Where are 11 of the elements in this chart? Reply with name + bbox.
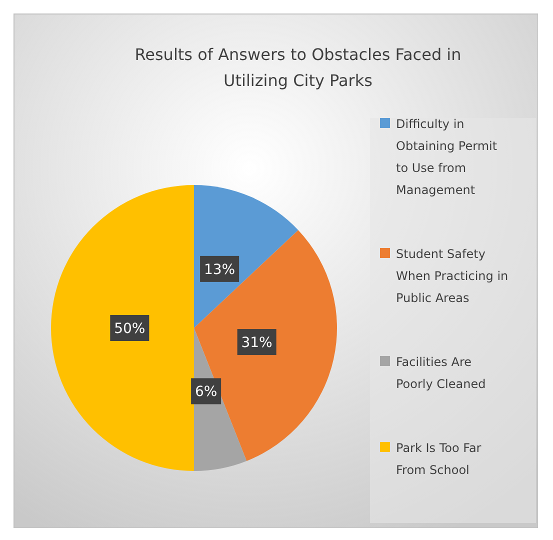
pie-slice <box>51 185 194 471</box>
legend-label: Park Is Too Far From School <box>396 441 482 477</box>
chart-title: Results of Answers to Obstacles Faced in Utilizing City Parks <box>134 45 462 90</box>
legend-label: Facilities Are Poorly Cleaned <box>396 355 486 391</box>
data-label: 31% <box>241 335 272 352</box>
data-label: 50% <box>114 321 146 337</box>
data-label: 6% <box>194 384 218 400</box>
data-label: 13% <box>204 262 236 278</box>
pie-slice <box>194 230 337 461</box>
legend-label: Student Safety When Practicing in Public Areas <box>396 247 508 305</box>
legend-label: Difficulty in Obtaining Permit to Use from Management <box>396 117 498 197</box>
